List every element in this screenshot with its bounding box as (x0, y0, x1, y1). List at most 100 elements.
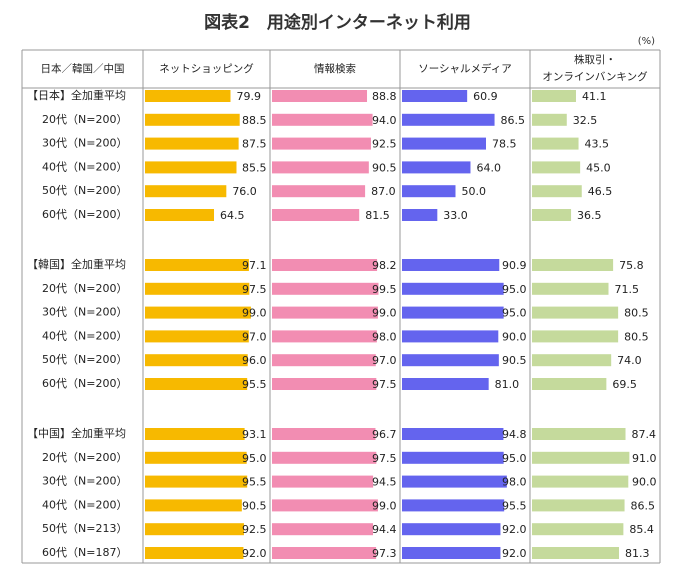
bar (532, 161, 581, 174)
bar (272, 90, 368, 102)
bar (145, 451, 247, 464)
value-label: 97.0 (242, 330, 267, 343)
value-label: 97.3 (372, 547, 397, 560)
value-label: 87.4 (632, 428, 657, 441)
row-label: 20代（N=200） (42, 282, 127, 295)
bar (402, 90, 468, 102)
value-label: 87.5 (242, 138, 267, 151)
bar (532, 259, 614, 271)
value-label: 87.0 (371, 185, 396, 198)
value-label: 94.4 (372, 523, 397, 536)
bar (402, 113, 495, 126)
value-label: 99.5 (372, 283, 397, 296)
bar (402, 161, 471, 174)
row-label: 60代（N=200） (42, 377, 127, 390)
bar (272, 209, 360, 221)
value-label: 98.0 (372, 330, 397, 343)
value-label: 92.0 (242, 547, 267, 560)
bar (402, 428, 504, 440)
bar (272, 282, 379, 295)
value-label: 94.5 (372, 476, 397, 489)
bar (532, 90, 576, 102)
row-label: 40代（N=200） (42, 160, 127, 173)
bar (402, 547, 501, 559)
bar (272, 161, 369, 174)
column-header: ソーシャルメディア (418, 62, 512, 75)
value-label: 41.1 (582, 90, 607, 103)
value-label: 71.5 (615, 283, 640, 296)
bar (532, 137, 579, 150)
bar (272, 451, 377, 464)
value-label: 64.5 (220, 209, 245, 222)
value-label: 60.9 (473, 90, 498, 103)
value-label: 92.5 (372, 138, 397, 151)
column-header: 情報検索 (314, 62, 356, 75)
unit-label: (%) (637, 36, 655, 47)
value-label: 85.4 (629, 523, 654, 536)
value-label: 97.5 (242, 283, 267, 296)
bar (402, 523, 501, 536)
value-label: 85.5 (242, 161, 267, 174)
bar (272, 428, 376, 440)
bar (532, 547, 619, 559)
value-label: 80.5 (624, 330, 649, 343)
row-label: 30代（N=200） (42, 475, 127, 488)
bar (532, 475, 629, 488)
value-label: 81.0 (495, 378, 520, 391)
value-label: 74.0 (617, 354, 642, 367)
row-label: 40代（N=200） (42, 498, 127, 511)
row-label: 50代（N=213） (42, 522, 127, 535)
bar (402, 209, 438, 221)
bar (145, 378, 248, 390)
value-label: 96.7 (372, 428, 397, 441)
value-label: 36.5 (577, 209, 602, 222)
bar (272, 354, 376, 367)
bar (145, 137, 239, 150)
value-label: 94.8 (502, 428, 527, 441)
bar (272, 137, 371, 150)
row-label: 【中国】全加重平均 (27, 426, 126, 440)
value-label: 45.0 (586, 161, 611, 174)
value-label: 69.5 (612, 378, 637, 391)
value-label: 98.0 (502, 476, 527, 489)
bar (532, 113, 567, 126)
value-label: 99.0 (242, 307, 267, 320)
bar (532, 354, 612, 367)
value-label: 88.8 (372, 90, 397, 103)
bar (402, 354, 499, 367)
bar (272, 475, 374, 488)
value-label: 86.5 (631, 499, 656, 512)
value-label: 43.5 (585, 138, 610, 151)
bar (402, 259, 500, 271)
bar (145, 161, 237, 174)
value-label: 32.5 (573, 114, 598, 127)
chart-title: 図表2 用途別インターネット利用 (204, 13, 471, 33)
value-label: 78.5 (492, 138, 517, 151)
bar (272, 113, 373, 126)
bar (145, 475, 248, 488)
value-label: 76.0 (232, 185, 257, 198)
value-label: 88.5 (242, 114, 267, 127)
bar (532, 499, 625, 512)
value-label: 95.5 (242, 476, 267, 489)
bar (145, 547, 244, 559)
value-label: 96.0 (242, 354, 267, 367)
row-label: 20代（N=200） (42, 451, 127, 464)
bar (402, 330, 499, 343)
value-label: 80.5 (624, 307, 649, 320)
value-label: 97.1 (242, 259, 267, 272)
bar (145, 209, 215, 221)
value-label: 81.3 (625, 547, 650, 560)
bar (402, 306, 504, 319)
row-label: 40代（N=200） (42, 329, 127, 342)
value-label: 75.8 (619, 259, 644, 272)
value-label: 95.0 (242, 452, 267, 465)
value-label: 90.0 (502, 330, 527, 343)
bar (145, 354, 248, 367)
row-label: 30代（N=200） (42, 306, 127, 319)
bar (402, 282, 504, 295)
value-label: 99.0 (372, 499, 397, 512)
value-label: 50.0 (462, 185, 487, 198)
